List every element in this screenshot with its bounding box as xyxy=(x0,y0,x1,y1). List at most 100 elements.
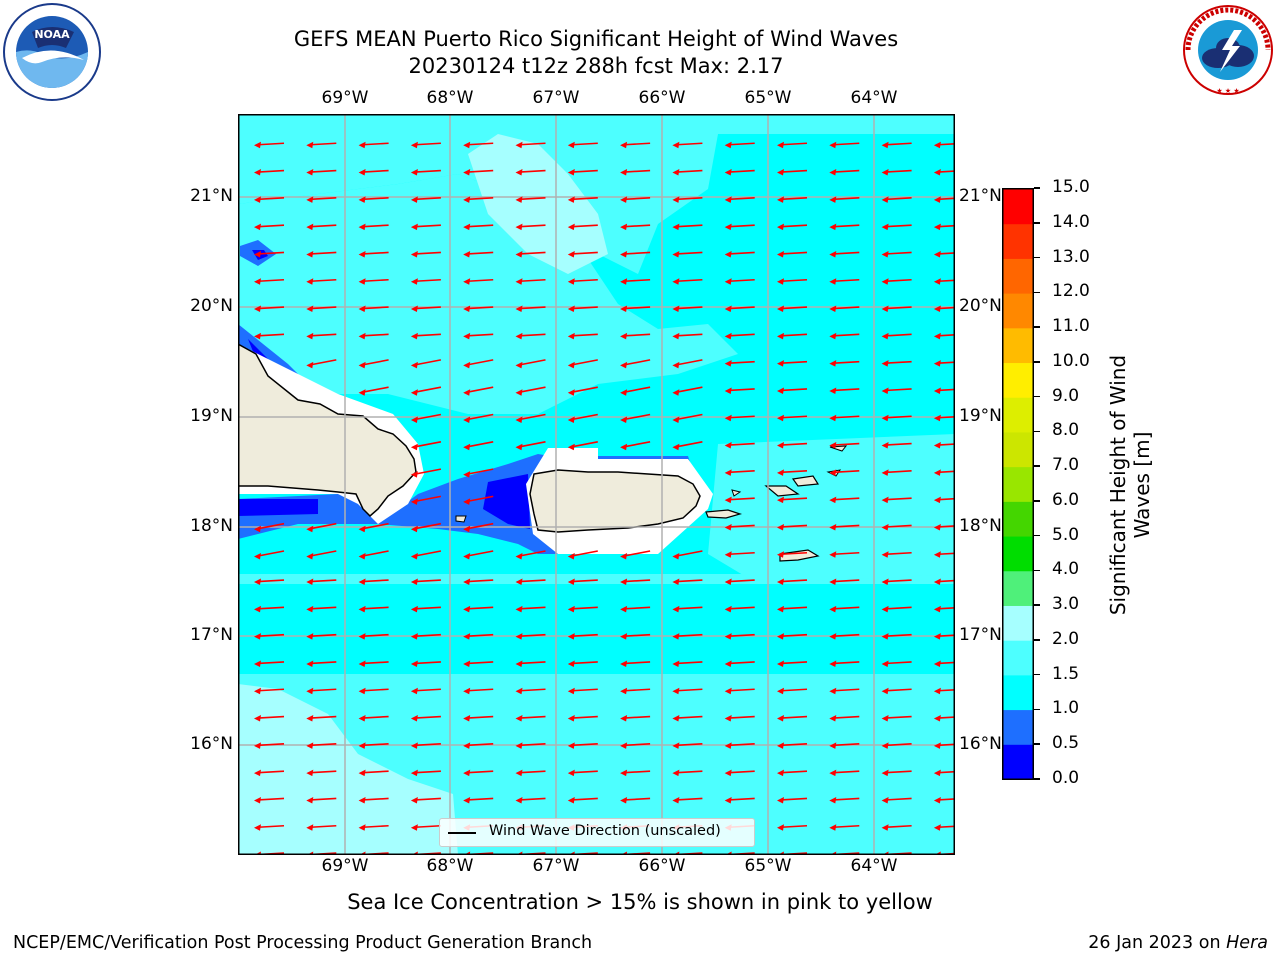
wave-direction-arrow xyxy=(620,742,651,749)
map-subtitle-forecast: 20230124 t12z 288h fcst Max: 2.17 xyxy=(408,54,784,78)
wave-direction-arrow xyxy=(515,386,546,396)
lat-label-left: 18°N xyxy=(190,516,233,536)
wave-direction-arrow xyxy=(410,169,441,176)
colorbar-tick-mark xyxy=(1034,778,1040,780)
wave-direction-arrow xyxy=(410,715,441,722)
wave-direction-arrow xyxy=(567,250,598,258)
wave-direction-arrow xyxy=(358,742,389,749)
wave-direction-arrow xyxy=(777,169,808,176)
sea-ice-note: Sea Ice Concentration > 15% is shown in … xyxy=(347,890,933,914)
wave-direction-arrow xyxy=(829,442,860,449)
wave-direction-arrow xyxy=(410,223,441,231)
wave-direction-arrow xyxy=(724,442,755,449)
wave-zone-0-5-mona xyxy=(238,454,568,554)
wave-direction-arrow xyxy=(567,169,598,176)
wave-direction-arrow xyxy=(463,769,494,777)
wave-direction-arrow xyxy=(567,359,598,369)
wave-direction-arrow xyxy=(829,687,860,695)
wave-direction-arrow xyxy=(567,141,598,149)
wave-direction-arrow xyxy=(672,796,703,804)
wave-direction-arrow xyxy=(306,742,337,749)
colorbar-tick-label: 12.0 xyxy=(1052,281,1090,302)
wave-direction-arrow xyxy=(933,769,955,777)
wave-direction-arrow xyxy=(306,660,337,667)
colorbar-tick-label: 15.0 xyxy=(1052,177,1090,197)
wave-direction-arrow xyxy=(463,169,494,176)
wave-direction-arrow xyxy=(672,413,703,423)
wave-direction-arrow xyxy=(254,578,285,586)
colorbar-tick-mark xyxy=(1034,465,1040,467)
wave-direction-arrow xyxy=(358,359,389,369)
lat-label-left: 21°N xyxy=(190,186,233,206)
lat-label-right: 20°N xyxy=(959,296,1002,316)
lon-label-bottom: 64°W xyxy=(850,856,898,876)
wave-direction-arrow xyxy=(306,824,337,831)
wave-direction-arrow xyxy=(881,387,912,394)
wave-direction-arrow xyxy=(620,605,651,613)
colorbar-tick-mark xyxy=(1034,395,1040,398)
wave-direction-arrow xyxy=(672,742,703,749)
colorbar-tick-label: 3.0 xyxy=(1052,594,1080,615)
wave-direction-arrow xyxy=(515,742,546,749)
wave-zone-2-0-north xyxy=(468,134,608,274)
wave-direction-arrow xyxy=(724,278,755,285)
wave-direction-arrow xyxy=(515,359,546,369)
colorbar-segment xyxy=(1003,189,1033,225)
colorbar-tick-mark xyxy=(1034,604,1040,606)
noaa-logo: NOAA xyxy=(3,3,101,101)
wave-direction-arrow xyxy=(672,578,703,586)
footer-date-host: 26 Jan 2023 on Hera xyxy=(1088,933,1268,953)
wave-direction-arrow xyxy=(358,605,389,613)
wave-direction-arrow xyxy=(515,605,546,613)
wave-direction-arrow xyxy=(463,633,494,640)
wave-direction-arrow xyxy=(881,469,912,476)
wave-direction-arrow xyxy=(777,660,808,667)
colorbar-segment xyxy=(1003,570,1033,606)
wave-direction-arrow xyxy=(306,223,337,231)
land-virgin-islands-1 xyxy=(764,485,800,497)
wave-direction-arrow xyxy=(620,796,651,804)
wave-direction-arrow xyxy=(254,250,285,258)
wave-direction-arrow xyxy=(567,578,598,586)
wave-direction-arrow xyxy=(410,660,441,667)
wave-direction-arrow xyxy=(777,633,808,640)
colorbar-tick-label: 4.0 xyxy=(1052,559,1080,580)
wave-direction-arrow xyxy=(410,824,441,831)
lat-label-left: 16°N xyxy=(190,734,233,754)
lon-label-bottom: 65°W xyxy=(744,856,792,876)
wave-direction-arrow xyxy=(777,250,808,258)
wave-direction-arrow xyxy=(777,715,808,722)
wave-direction-arrow xyxy=(463,495,494,505)
wave-direction-arrow xyxy=(620,332,651,340)
land-hispaniola xyxy=(238,343,417,518)
wave-direction-arrow xyxy=(410,769,441,777)
wave-direction-arrow xyxy=(933,223,955,231)
wave-direction-arrow xyxy=(672,250,703,258)
wave-direction-arrow xyxy=(933,360,955,367)
wave-direction-arrow xyxy=(567,742,598,749)
wave-direction-arrow xyxy=(567,196,598,203)
wave-direction-arrow xyxy=(254,605,285,613)
wave-direction-arrow xyxy=(620,141,651,149)
colorbar-segment xyxy=(1003,431,1033,468)
wave-direction-arrow xyxy=(358,660,389,667)
wave-direction-arrow xyxy=(463,605,494,613)
wave-direction-arrow xyxy=(672,687,703,695)
lon-label-bottom: 67°W xyxy=(532,856,580,876)
wave-direction-arrow xyxy=(933,305,955,313)
wave-direction-arrow xyxy=(672,196,703,203)
wave-direction-arrow xyxy=(254,305,285,313)
wave-direction-arrow xyxy=(829,578,860,586)
wave-direction-arrow xyxy=(463,359,494,369)
wave-direction-arrow xyxy=(777,469,808,476)
wave-direction-arrow xyxy=(358,196,389,203)
colorbar-segment xyxy=(1003,640,1033,676)
lon-label-top: 65°W xyxy=(744,88,792,108)
wave-direction-arrow xyxy=(933,687,955,695)
wave-direction-arrow xyxy=(881,414,912,422)
wave-direction-arrow xyxy=(933,551,955,558)
colorbar-segment xyxy=(1003,258,1033,294)
wave-direction-arrow xyxy=(410,550,442,560)
wave-direction-arrow xyxy=(933,742,955,749)
wave-direction-arrow xyxy=(463,141,494,149)
